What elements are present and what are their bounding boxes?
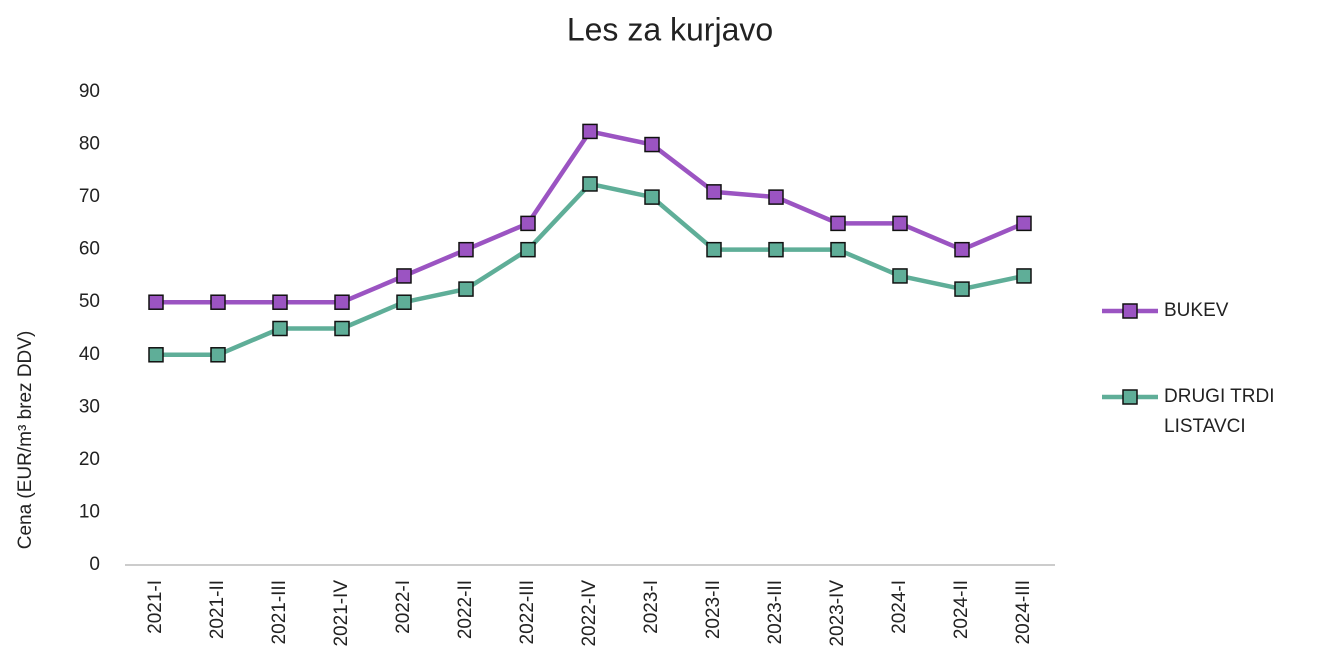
marker <box>210 294 226 310</box>
x-tick-label: 2023-I <box>641 580 662 634</box>
marker <box>954 241 970 258</box>
y-tick-label: 90 <box>79 81 100 102</box>
marker <box>582 123 598 140</box>
marker <box>1016 268 1032 284</box>
x-tick-label: 2022-III <box>517 580 538 644</box>
x-tick-label: 2024-III <box>1013 580 1034 644</box>
marker <box>706 241 722 258</box>
marker <box>396 268 412 284</box>
marker <box>396 294 412 310</box>
legend-item: BUKEV <box>1100 296 1315 326</box>
marker <box>210 347 226 363</box>
y-tick-label: 10 <box>79 501 100 522</box>
legend-label: DRUGI TRDI LISTAVCI <box>1164 386 1275 437</box>
marker <box>334 320 350 337</box>
marker <box>706 184 722 200</box>
marker <box>830 241 846 258</box>
y-tick-label: 70 <box>79 186 100 207</box>
marker <box>334 294 350 310</box>
marker <box>148 347 164 363</box>
marker <box>520 241 536 258</box>
x-tick-label: 2023-III <box>765 580 786 644</box>
x-tick-label: 2024-II <box>951 580 972 639</box>
marker <box>830 215 846 232</box>
marker <box>768 189 784 205</box>
x-tick-label: 2021-II <box>207 580 228 639</box>
legend-marker <box>1122 303 1138 319</box>
chart-title: Les za kurjavo <box>567 11 773 47</box>
x-tick-label: 2024-I <box>889 580 910 634</box>
legend-swatch <box>1102 303 1158 319</box>
marker <box>582 176 598 192</box>
marker <box>272 294 288 310</box>
x-tick-label: 2022-I <box>393 580 414 634</box>
y-tick-label: 30 <box>79 396 100 417</box>
y-tick-label: 20 <box>79 449 100 470</box>
legend: BUKEV DRUGI TRDI LISTAVCI <box>1100 296 1315 498</box>
legend-marker <box>1122 389 1138 405</box>
marker <box>644 136 660 153</box>
marker <box>954 281 970 297</box>
x-tick-label: 2023-IV <box>827 580 848 647</box>
marker <box>458 281 474 297</box>
marker <box>892 268 908 284</box>
x-tick-label: 2021-IV <box>331 580 352 647</box>
legend-label: BUKEV <box>1164 300 1229 321</box>
marker <box>148 294 164 310</box>
marker <box>272 320 288 337</box>
y-tick-label: 80 <box>79 134 100 155</box>
marker <box>644 189 660 205</box>
marker <box>892 215 908 232</box>
x-tick-label: 2023-II <box>703 580 724 639</box>
x-tick-label: 2021-I <box>145 580 166 634</box>
marker <box>458 241 474 258</box>
marker <box>1016 215 1032 232</box>
x-tick-label: 2021-III <box>269 580 290 644</box>
x-tick-label: 2022-IV <box>579 580 600 647</box>
y-tick-label: 60 <box>79 239 100 260</box>
y-tick-label: 50 <box>79 291 100 312</box>
legend-swatch <box>1102 389 1158 405</box>
y-tick-label: 0 <box>89 554 100 575</box>
legend-item: DRUGI TRDI LISTAVCI <box>1100 382 1315 442</box>
marker <box>520 215 536 232</box>
x-tick-label: 2022-II <box>455 580 476 639</box>
y-axis-label: Cena (EUR/m³ brez DDV) <box>15 331 36 550</box>
marker <box>768 241 784 258</box>
y-tick-label: 40 <box>79 344 100 365</box>
